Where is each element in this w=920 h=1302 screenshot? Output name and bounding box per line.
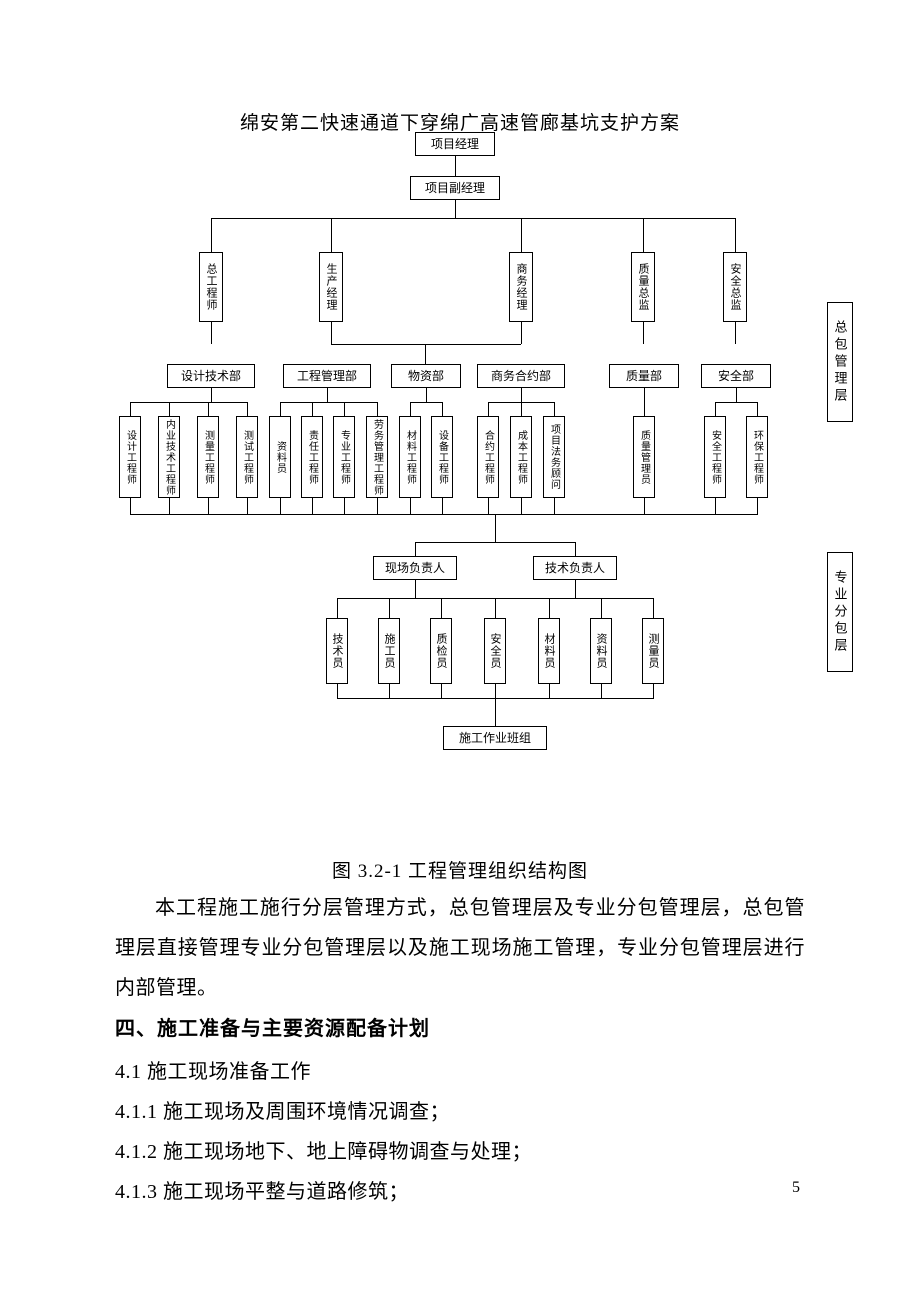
node-tech-mgr: 技术负责人 bbox=[533, 556, 617, 580]
node-biz-mgr: 商务经理 bbox=[509, 252, 533, 322]
subleaf-6: 资料员 bbox=[590, 618, 612, 684]
dept-quality: 质量部 bbox=[609, 364, 679, 388]
subleaf-5: 材料员 bbox=[538, 618, 560, 684]
dept-engmgmt: 工程管理部 bbox=[283, 364, 371, 388]
subleaf-2: 施工员 bbox=[378, 618, 400, 684]
subleaf-4: 安全员 bbox=[484, 618, 506, 684]
leaf-12: 成本工程师 bbox=[510, 416, 532, 498]
org-chart: 总包管理层 专业分包层 项目经理 项目副经理 总工程师 生产经理 商务经理 质量… bbox=[115, 132, 865, 802]
node-dpm: 项目副经理 bbox=[410, 176, 500, 200]
leaf-8: 劳务管理工程师 bbox=[366, 416, 388, 498]
subleaf-1: 技术员 bbox=[326, 618, 348, 684]
node-pm: 项目经理 bbox=[415, 132, 495, 156]
node-prod-mgr: 生产经理 bbox=[319, 252, 343, 322]
leaf-14: 质量管理员 bbox=[633, 416, 655, 498]
figure-caption: 图 3.2-1 工程管理组织结构图 bbox=[0, 856, 920, 883]
doc-title: 绵安第二快速通道下穿绵广高速管廊基坑支护方案 bbox=[0, 108, 920, 135]
heading-41: 4.1 施工现场准备工作 bbox=[115, 1052, 805, 1092]
side-label-bottom: 专业分包层 bbox=[827, 552, 853, 672]
heading-411: 4.1.1 施工现场及周围环境情况调查； bbox=[115, 1092, 805, 1132]
dept-design: 设计技术部 bbox=[167, 364, 255, 388]
node-crew: 施工作业班组 bbox=[443, 726, 547, 750]
leaf-1: 设计工程师 bbox=[119, 416, 141, 498]
leaf-15: 安全工程师 bbox=[704, 416, 726, 498]
dept-biz: 商务合约部 bbox=[477, 364, 565, 388]
leaf-2: 内业技术工程师 bbox=[158, 416, 180, 498]
leaf-11: 合约工程师 bbox=[477, 416, 499, 498]
subleaf-3: 质检员 bbox=[430, 618, 452, 684]
leaf-16: 环保工程师 bbox=[746, 416, 768, 498]
leaf-7: 专业工程师 bbox=[333, 416, 355, 498]
dept-material: 物资部 bbox=[391, 364, 461, 388]
leaf-10: 设备工程师 bbox=[431, 416, 453, 498]
side-label-top: 总包管理层 bbox=[827, 302, 853, 422]
heading-413: 4.1.3 施工现场平整与道路修筑； bbox=[115, 1172, 805, 1212]
subleaf-7: 测量员 bbox=[642, 618, 664, 684]
page-number: 5 bbox=[792, 1179, 800, 1197]
node-safe-dir: 安全总监 bbox=[723, 252, 747, 322]
leaf-5: 资料员 bbox=[269, 416, 291, 498]
leaf-9: 材料工程师 bbox=[399, 416, 421, 498]
leaf-3: 测量工程师 bbox=[197, 416, 219, 498]
document-page: 绵安第二快速通道下穿绵广高速管廊基坑支护方案 总包管理层 专业分包层 项目经理 … bbox=[0, 0, 920, 1302]
heading-4: 四、施工准备与主要资源配备计划 bbox=[115, 1012, 430, 1041]
heading-412: 4.1.2 施工现场地下、地上障碍物调查与处理； bbox=[115, 1132, 805, 1172]
node-chief-eng: 总工程师 bbox=[199, 252, 223, 322]
leaf-4: 测试工程师 bbox=[236, 416, 258, 498]
node-site-mgr: 现场负责人 bbox=[373, 556, 457, 580]
node-qa-dir: 质量总监 bbox=[631, 252, 655, 322]
paragraph: 本工程施工施行分层管理方式，总包管理层及专业分包管理层，总包管理层直接管理专业分… bbox=[115, 888, 805, 1008]
leaf-13: 项目法务顾问 bbox=[543, 416, 565, 498]
dept-safety: 安全部 bbox=[701, 364, 771, 388]
leaf-6: 责任工程师 bbox=[301, 416, 323, 498]
